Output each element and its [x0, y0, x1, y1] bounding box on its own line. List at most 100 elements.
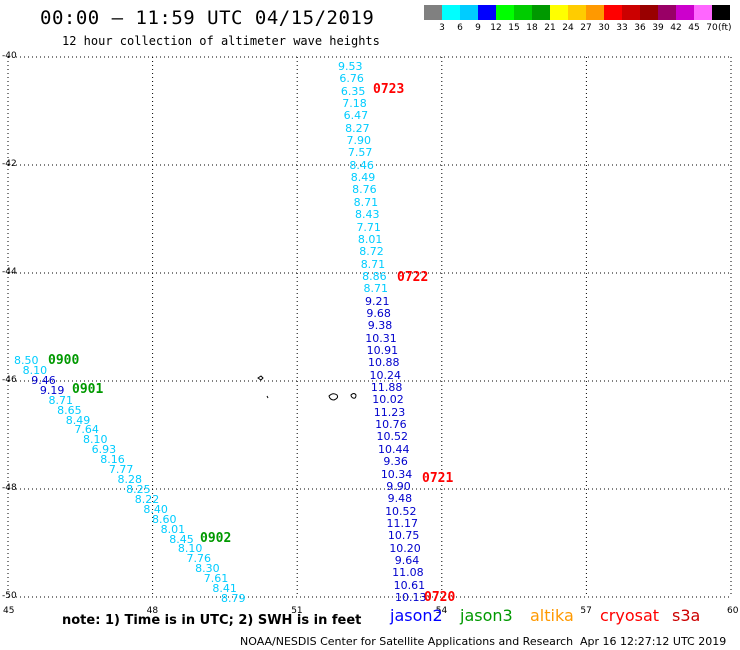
island-shape: [266, 395, 269, 399]
color-scale-label: 36: [634, 23, 646, 33]
wave-height-value: 8.71: [48, 393, 74, 407]
wave-height-value: 8.41: [212, 582, 237, 596]
wave-height-value: 10.75: [387, 529, 420, 543]
wave-height-value: 7.18: [342, 97, 367, 111]
longitude-label: 51: [291, 606, 303, 616]
generated-timestamp: Apr 16 12:27:12 UTC 2019: [580, 635, 727, 648]
wave-height-value: 11.08: [392, 566, 424, 580]
pass-time-label: 0722: [397, 270, 429, 285]
wave-height-value: 8.49: [65, 413, 91, 427]
wave-height-value: 7.64: [74, 423, 99, 437]
wave-height-value: 6.47: [343, 109, 369, 123]
wave-height-value: 6.76: [339, 72, 364, 86]
color-scale-label: 24: [562, 23, 574, 33]
color-swatch: [676, 5, 694, 20]
wave-height-value: 7.61: [203, 572, 229, 586]
wave-height-value: 8.65: [57, 403, 82, 417]
color-scale-label: 27: [580, 23, 592, 33]
wave-height-value: 10.13: [395, 591, 427, 604]
latitude-label: -50: [2, 591, 17, 601]
wave-height-value: 8.22: [134, 492, 160, 506]
color-scale-label: 3: [439, 23, 445, 33]
pass-time-label: 0900: [48, 353, 80, 368]
color-swatch: [604, 5, 622, 20]
wave-height-value: 9.38: [367, 319, 393, 333]
wave-height-value: 10.91: [366, 344, 399, 358]
color-swatch: [658, 5, 676, 20]
pass-time-label: 0720: [424, 590, 456, 605]
latitude-label: -48: [2, 483, 17, 493]
wave-height-value: 7.76: [186, 552, 212, 566]
longitude-label: 60: [727, 606, 739, 616]
color-swatch: [622, 5, 640, 20]
wave-height-value: 8.10: [83, 433, 108, 447]
color-swatch: [694, 5, 712, 20]
wave-height-value: 10.20: [389, 541, 421, 555]
wave-height-value: 10.24: [369, 368, 401, 382]
wave-height-value: 8.86: [362, 269, 387, 283]
color-scale-label: 18: [526, 23, 538, 33]
wave-height-value: 8.72: [359, 245, 384, 259]
color-swatch: [532, 5, 550, 20]
wave-height-value: 10.88: [368, 356, 400, 370]
wave-height-value: 8.50: [14, 354, 39, 367]
pass-time-label: 0723: [373, 82, 405, 97]
wave-height-value: 8.27: [345, 121, 370, 135]
wave-height-value: 9.90: [386, 479, 411, 493]
wave-height-value: 10.44: [377, 442, 410, 456]
latitude-label: -40: [2, 51, 17, 61]
wave-height-value: 10.61: [393, 578, 426, 592]
legend-item-s3a: s3a: [672, 606, 701, 625]
color-swatch: [568, 5, 586, 20]
wave-height-value: 10.02: [372, 393, 404, 407]
color-swatch: [550, 5, 568, 20]
wave-height-value: 8.79: [221, 592, 246, 605]
color-swatch: [514, 5, 532, 20]
legend-item-jason3: jason3: [460, 606, 513, 625]
wave-height-value: 11.17: [386, 516, 418, 530]
wave-height-value: 8.01: [357, 232, 383, 246]
wave-height-value: 8.46: [349, 158, 374, 172]
color-scale-label: 70: [706, 23, 718, 33]
wave-height-value: 8.49: [350, 171, 376, 185]
wave-height-value: 9.53: [338, 60, 363, 73]
longitude-label: 54: [435, 606, 448, 616]
wave-height-value: 8.16: [100, 453, 125, 467]
wave-height-value: 6.35: [340, 84, 366, 98]
wave-height-value: 8.10: [177, 542, 203, 556]
wave-height-value: 8.01: [160, 522, 186, 536]
wave-height-value: 8.30: [195, 562, 220, 576]
color-swatch: [712, 5, 730, 20]
wave-height-value: 7.57: [347, 146, 373, 160]
wave-height-value: 9.46: [31, 373, 56, 387]
wave-height-value: 10.52: [385, 504, 417, 518]
pass-time-label: 0901: [72, 382, 104, 397]
wave-height-value: 9.64: [394, 553, 420, 567]
color-scale-unit: (ft): [718, 23, 732, 33]
page-title: 00:00 – 11:59 UTC 04/15/2019: [40, 7, 375, 29]
wave-height-value: 8.43: [355, 208, 380, 222]
pass-time-label: 0721: [422, 471, 454, 486]
latitude-label: -44: [2, 267, 17, 277]
wave-height-value: 11.23: [373, 405, 406, 419]
wave-height-value: 8.40: [143, 502, 168, 516]
color-scale-label: 30: [598, 23, 610, 33]
longitude-label: 48: [146, 606, 159, 616]
latitude-label: -42: [2, 159, 17, 169]
color-scale-label: 33: [616, 23, 628, 33]
wave-height-value: 8.71: [360, 257, 386, 271]
wave-height-value: 8.25: [126, 482, 151, 496]
color-swatch: [640, 5, 658, 20]
wave-height-value: 9.48: [387, 492, 413, 506]
color-scale-label: 12: [490, 23, 502, 33]
color-scale-label: 6: [457, 23, 463, 33]
island-shape: [328, 393, 339, 401]
wave-height-value: 7.90: [346, 134, 372, 148]
pass-time-label: 0902: [200, 531, 232, 546]
color-swatch: [496, 5, 514, 20]
legend-item-cryosat: cryosat: [600, 606, 660, 625]
color-swatch: [442, 5, 460, 20]
wave-height-value: 8.76: [352, 183, 377, 197]
wave-height-value: 10.76: [375, 418, 407, 432]
